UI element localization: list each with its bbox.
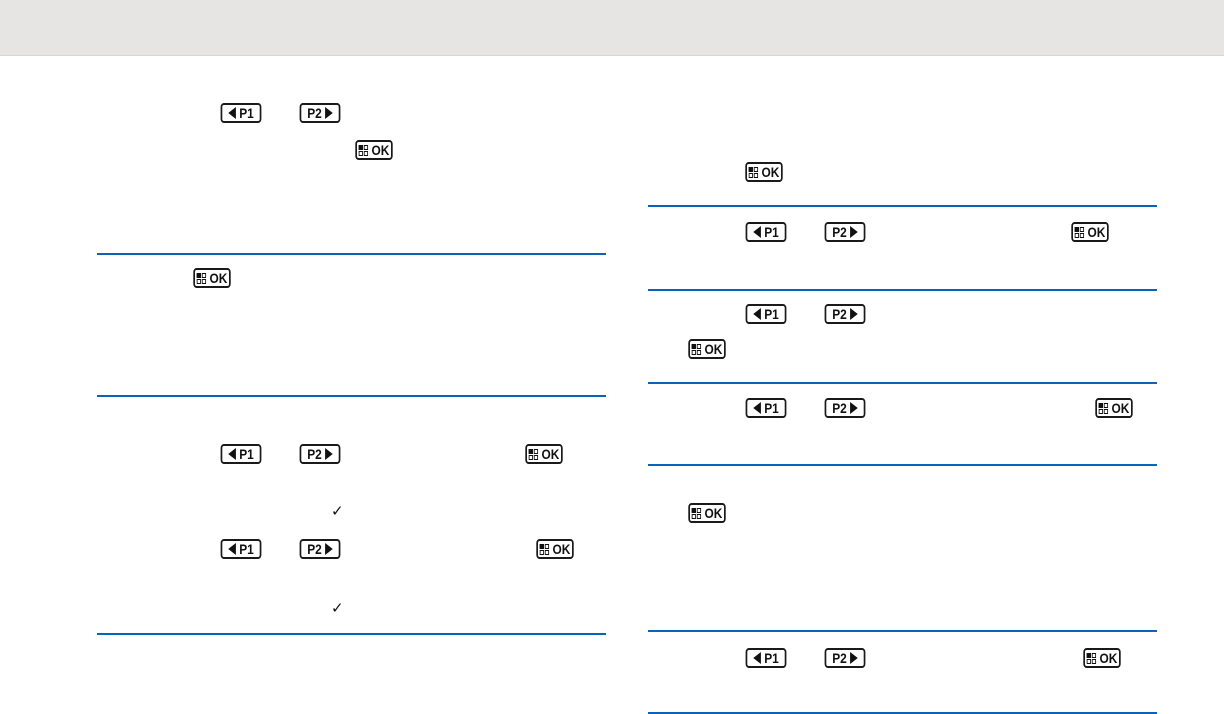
menu-ok-key-icon: OK [1071,222,1109,242]
right-triangle-icon [850,652,858,664]
left-triangle-icon [228,107,236,119]
p2-right-key-icon: P2 [824,648,866,668]
key-label: P1 [239,541,254,557]
left-triangle-icon [753,402,761,414]
menu-grid-icon [1086,652,1097,664]
section-divider [648,205,1157,207]
right-triangle-icon [850,226,858,238]
p2-right-key-icon: P2 [824,304,866,324]
key-label: P2 [832,400,847,416]
key-label: P2 [307,105,322,121]
key-label: OK [1099,650,1118,666]
menu-ok-key-icon: OK [1095,398,1133,418]
key-label: P2 [832,306,847,322]
right-triangle-icon [325,448,333,460]
left-triangle-icon [228,448,236,460]
key-label: OK [209,270,228,286]
menu-grid-icon [691,343,702,355]
menu-ok-key-icon: OK [355,140,393,160]
left-triangle-icon [228,543,236,555]
menu-ok-key-icon: OK [688,503,726,523]
page-header-bar [0,0,1224,56]
left-triangle-icon [753,652,761,664]
section-divider [97,253,606,255]
p2-right-key-icon: P2 [824,398,866,418]
key-label: OK [1087,224,1106,240]
key-label: P2 [832,224,847,240]
key-label: OK [371,142,390,158]
checkmark-icon: ✓ [331,503,344,520]
section-divider [648,630,1157,632]
menu-ok-key-icon: OK [745,162,783,182]
menu-ok-key-icon: OK [688,339,726,359]
key-label: P1 [764,650,779,666]
key-label: OK [704,341,723,357]
p1-left-key-icon: P1 [220,103,262,123]
p1-left-key-icon: P1 [745,398,787,418]
menu-grid-icon [358,144,369,156]
p2-right-key-icon: P2 [299,444,341,464]
p1-left-key-icon: P1 [745,304,787,324]
menu-ok-key-icon: OK [536,539,574,559]
key-label: P2 [307,446,322,462]
key-label: OK [761,164,780,180]
key-label: OK [1111,400,1130,416]
section-divider [648,289,1157,291]
right-triangle-icon [850,402,858,414]
key-label: P1 [239,446,254,462]
key-label: OK [552,541,571,557]
menu-ok-key-icon: OK [1083,648,1121,668]
key-label: OK [704,505,723,521]
menu-grid-icon [528,448,539,460]
p1-left-key-icon: P1 [745,648,787,668]
section-divider [648,712,1157,714]
key-label: P1 [764,400,779,416]
section-divider [97,395,606,397]
menu-ok-key-icon: OK [525,444,563,464]
key-label: P1 [764,224,779,240]
menu-grid-icon [748,166,759,178]
section-divider [97,633,606,635]
p1-left-key-icon: P1 [220,444,262,464]
menu-grid-icon [1074,226,1085,238]
key-label: OK [541,446,560,462]
p2-right-key-icon: P2 [299,103,341,123]
section-divider [648,382,1157,384]
menu-grid-icon [1098,402,1109,414]
p2-right-key-icon: P2 [299,539,341,559]
right-triangle-icon [850,308,858,320]
menu-grid-icon [539,543,550,555]
menu-ok-key-icon: OK [193,268,231,288]
p1-left-key-icon: P1 [745,222,787,242]
right-triangle-icon [325,543,333,555]
p1-left-key-icon: P1 [220,539,262,559]
p2-right-key-icon: P2 [824,222,866,242]
left-triangle-icon [753,308,761,320]
menu-grid-icon [691,507,702,519]
key-label: P2 [832,650,847,666]
right-triangle-icon [325,107,333,119]
checkmark-icon: ✓ [331,600,344,617]
key-label: P1 [764,306,779,322]
left-triangle-icon [753,226,761,238]
key-label: P1 [239,105,254,121]
key-label: P2 [307,541,322,557]
section-divider [648,464,1157,466]
menu-grid-icon [196,272,207,284]
